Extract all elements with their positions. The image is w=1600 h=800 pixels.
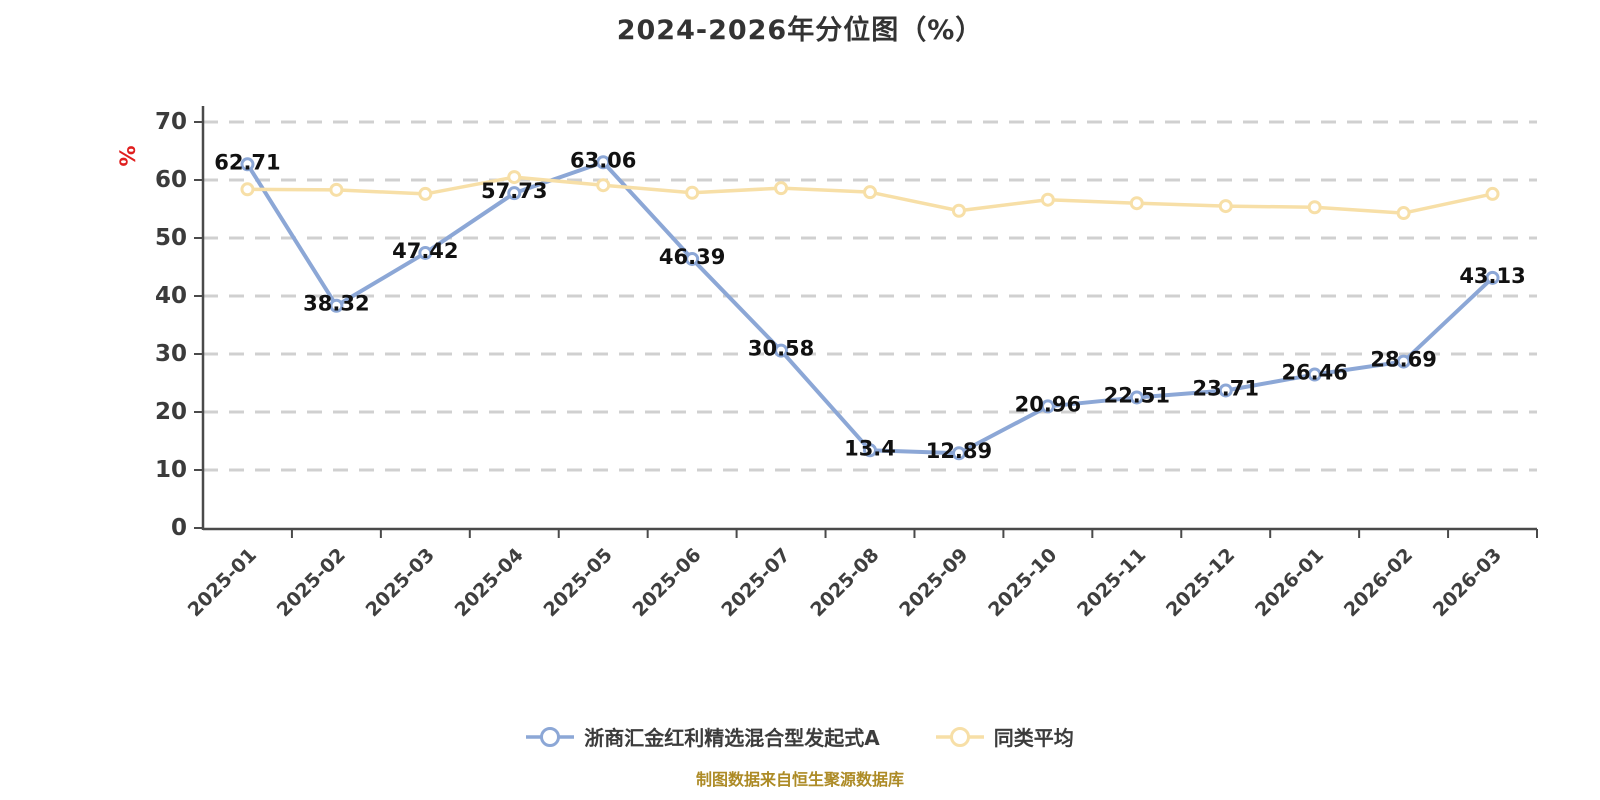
x-tick-label: 2025-01: [184, 544, 261, 621]
average-data-point-marker[interactable]: [418, 186, 433, 201]
average-data-point-marker[interactable]: [1307, 200, 1322, 215]
x-tick-label: 2025-05: [540, 544, 617, 621]
average-data-point-marker[interactable]: [951, 203, 966, 218]
chart-legend: 浙商汇金红利精选混合型发起式A 同类平均: [0, 722, 1600, 751]
fund-data-point-marker[interactable]: [240, 157, 255, 172]
x-tick-label: 2026-03: [1429, 544, 1506, 621]
x-tick-label: 2025-11: [1073, 544, 1150, 621]
data-point-label: 20.96: [1015, 392, 1081, 416]
fund-data-point-marker[interactable]: [329, 298, 344, 313]
average-data-point-marker[interactable]: [1396, 206, 1411, 221]
x-tick-label: 2025-03: [362, 544, 439, 621]
y-tick-label: 50: [155, 225, 187, 251]
legend-label-average: 同类平均: [993, 726, 1074, 750]
average-data-point-marker[interactable]: [1485, 186, 1500, 201]
average-data-point-marker[interactable]: [1040, 192, 1055, 207]
fund-data-point-marker[interactable]: [863, 443, 877, 458]
fund-data-point-marker[interactable]: [596, 155, 611, 170]
average-data-point-marker[interactable]: [507, 170, 522, 185]
x-tick-label: 2025-02: [273, 544, 350, 621]
data-point-label: 13.4: [844, 436, 896, 460]
fund-data-point-marker[interactable]: [1307, 367, 1322, 382]
x-tick-label: 2026-01: [1251, 544, 1328, 621]
y-tick-label: 70: [155, 109, 187, 135]
data-point-label: 63.06: [570, 148, 636, 172]
data-point-label: 43.13: [1459, 264, 1525, 288]
average-data-point-marker[interactable]: [1218, 199, 1233, 214]
legend-item-average[interactable]: 同类平均: [935, 722, 1074, 751]
y-tick-label: 40: [155, 283, 187, 309]
data-point-label: 22.51: [1104, 383, 1170, 407]
data-point-label: 28.69: [1370, 348, 1436, 372]
average-data-point-marker[interactable]: [863, 185, 877, 200]
fund-data-point-marker[interactable]: [1396, 354, 1411, 369]
x-tick-label: 2025-04: [451, 544, 528, 621]
data-point-label: 38.32: [303, 292, 369, 316]
data-point-label: 47.42: [392, 239, 458, 263]
x-tick-label: 2025-08: [806, 544, 883, 621]
data-point-label: 30.58: [748, 337, 814, 361]
y-tick-label: 30: [155, 341, 187, 367]
legend-marker-fund-icon: [526, 726, 575, 747]
fund-data-point-marker[interactable]: [951, 446, 966, 461]
fund-data-point-marker[interactable]: [774, 343, 789, 358]
data-point-label: 46.39: [659, 245, 725, 269]
data-point-label: 62.71: [214, 150, 280, 174]
average-data-point-marker[interactable]: [685, 185, 700, 200]
data-point-label: 23.71: [1193, 376, 1259, 400]
data-point-label: 57.73: [481, 179, 547, 203]
x-tick-label: 2026-02: [1340, 544, 1417, 621]
fund-data-point-marker[interactable]: [1218, 383, 1233, 398]
legend-item-fund[interactable]: 浙商汇金红利精选混合型发起式A: [526, 722, 880, 751]
chart-title: 2024-2026年分位图（%）: [616, 15, 984, 46]
x-tick-label: 2025-06: [628, 544, 705, 621]
average-data-point-marker[interactable]: [596, 178, 611, 193]
legend-marker-average-icon: [935, 726, 984, 747]
fund-data-point-marker[interactable]: [1129, 390, 1144, 405]
y-tick-label: 20: [155, 399, 187, 425]
x-tick-label: 2025-12: [1162, 544, 1239, 621]
x-tick-label: 2025-10: [984, 544, 1061, 621]
legend-label-fund: 浙商汇金红利精选混合型发起式A: [584, 726, 880, 750]
fund-data-point-marker[interactable]: [507, 186, 522, 201]
data-source-caption: 制图数据来自恒生聚源数据库: [695, 770, 904, 789]
fund-data-point-marker[interactable]: [685, 251, 700, 266]
average-data-point-marker[interactable]: [329, 182, 344, 197]
x-tick-label: 2025-07: [717, 544, 794, 621]
fund-data-point-marker[interactable]: [1040, 399, 1055, 414]
average-data-point-marker[interactable]: [240, 182, 255, 197]
y-tick-label: 0: [171, 515, 187, 541]
x-tick-label: 2025-09: [895, 544, 972, 621]
data-point-label: 26.46: [1281, 361, 1347, 385]
y-tick-label: 60: [155, 167, 187, 193]
average-data-point-marker[interactable]: [1129, 196, 1144, 211]
fund-data-point-marker[interactable]: [418, 245, 433, 260]
data-point-label: 12.89: [926, 439, 992, 463]
fund-data-point-marker[interactable]: [1485, 270, 1500, 285]
y-tick-label: 10: [155, 457, 187, 483]
average-data-point-marker[interactable]: [774, 181, 789, 196]
